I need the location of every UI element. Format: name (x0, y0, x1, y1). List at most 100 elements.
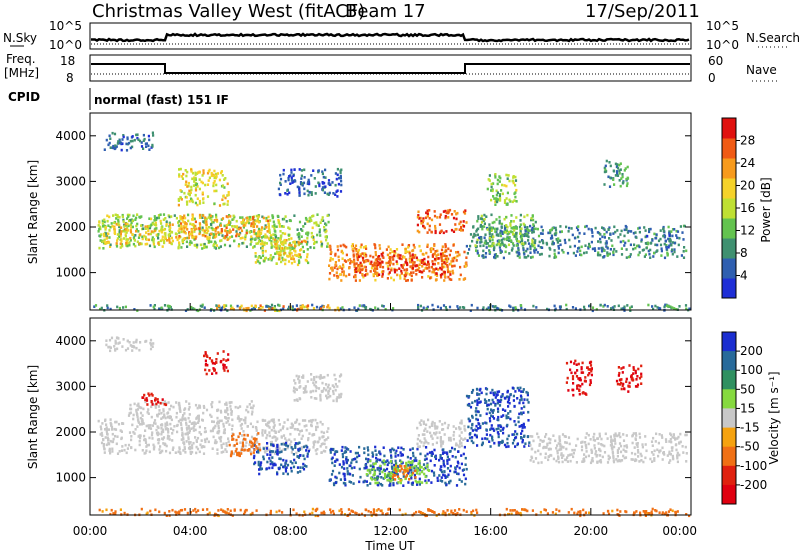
velocity-cell (502, 408, 504, 411)
velocity-cell (278, 468, 280, 471)
velocity-cells (98, 336, 691, 517)
velocity-cell (431, 470, 433, 473)
velocity-cell (453, 434, 455, 437)
power-cell (106, 242, 108, 245)
power-colorbar-segment (722, 118, 736, 139)
velocity-cell (442, 448, 444, 451)
power-cell (433, 268, 435, 271)
velocity-cell (367, 454, 369, 457)
velocity-cell (374, 473, 376, 476)
velocity-cell (298, 433, 300, 436)
power-cell (574, 245, 576, 248)
velocity-cell (332, 470, 334, 473)
power-cell (635, 236, 637, 239)
power-cell (583, 252, 585, 255)
power-cell (151, 230, 153, 233)
velocity-cell (283, 421, 285, 424)
velocity-cell (411, 466, 413, 469)
power-cell (305, 259, 307, 262)
power-cell (125, 235, 127, 238)
velocity-cell (132, 431, 134, 434)
power-cell (586, 251, 588, 254)
power-cell (216, 219, 218, 222)
velocity-cell (282, 472, 284, 475)
power-cell (330, 257, 332, 260)
power-cell (427, 215, 429, 218)
velocity-cell (224, 411, 226, 414)
power-cell (378, 273, 380, 276)
power-cell (99, 235, 101, 238)
power-cell (348, 273, 350, 276)
power-cell (107, 307, 109, 310)
power-cell (220, 245, 222, 248)
power-cell (158, 230, 160, 233)
power-cell (414, 261, 416, 264)
velocity-cell (523, 435, 525, 438)
velocity-cell (247, 434, 249, 437)
power-cell (512, 242, 514, 245)
velocity-cell (189, 406, 191, 409)
power-cell (429, 225, 431, 228)
power-cell (515, 216, 517, 219)
velocity-cell (191, 444, 193, 447)
velocity-cell (476, 404, 478, 407)
power-cell (185, 175, 187, 178)
power-cell (178, 168, 180, 171)
velocity-cell (595, 450, 597, 453)
velocity-cell (205, 360, 207, 363)
velocity-cell (440, 441, 442, 444)
velocity-cell (149, 424, 151, 427)
velocity-cell (281, 443, 283, 446)
velocity-cell (119, 450, 121, 453)
power-cell (443, 232, 445, 235)
power-cell (542, 232, 544, 235)
velocity-cell (143, 422, 145, 425)
velocity-cell (521, 441, 523, 444)
power-cell (447, 271, 449, 274)
power-cell (485, 215, 487, 218)
velocity-cell (237, 415, 239, 418)
power-cell (382, 266, 384, 269)
velocity-cell (330, 448, 332, 451)
velocity-cell (176, 425, 178, 428)
power-cell (204, 306, 206, 309)
power-y-tick-label: 4000 (55, 129, 86, 143)
velocity-cell (222, 451, 224, 454)
power-cell (299, 221, 301, 224)
power-cell (527, 229, 529, 232)
power-cell (246, 245, 248, 248)
power-cell (645, 247, 647, 250)
velocity-cell (431, 451, 433, 454)
velocity-cell (367, 461, 369, 464)
power-cell (340, 184, 342, 187)
power-cell (520, 307, 522, 310)
power-cell (251, 305, 253, 308)
power-cell (623, 235, 625, 238)
power-cell (267, 220, 269, 223)
power-cell (279, 194, 281, 197)
velocity-cell (327, 427, 329, 430)
velocity-cell (157, 442, 159, 445)
power-cell (112, 132, 114, 135)
velocity-cell (316, 453, 318, 456)
velocity-cell (139, 435, 141, 438)
power-cell (520, 223, 522, 226)
velocity-cell (489, 420, 491, 423)
power-cell (221, 230, 223, 233)
velocity-cell (504, 409, 506, 412)
power-cell (186, 228, 188, 231)
power-cell (285, 180, 287, 183)
power-cell (597, 253, 599, 256)
velocity-cell (344, 478, 346, 481)
power-cell (626, 304, 628, 307)
power-cell (632, 248, 634, 251)
velocity-cell (305, 449, 307, 452)
velocity-cell (448, 482, 450, 485)
power-cell (532, 256, 534, 259)
velocity-cell (507, 412, 509, 415)
power-cell (609, 177, 611, 180)
power-cell (513, 220, 515, 223)
power-cell (171, 231, 173, 234)
power-cell (345, 260, 347, 263)
power-cell (573, 252, 575, 255)
